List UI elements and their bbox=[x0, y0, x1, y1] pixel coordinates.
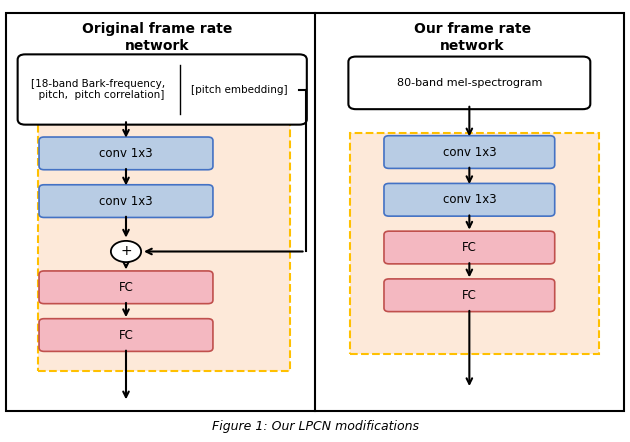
Text: FC: FC bbox=[118, 328, 134, 342]
Text: conv 1x3: conv 1x3 bbox=[99, 194, 153, 208]
FancyBboxPatch shape bbox=[39, 271, 213, 304]
Text: conv 1x3: conv 1x3 bbox=[99, 147, 153, 160]
Text: conv 1x3: conv 1x3 bbox=[442, 145, 496, 159]
FancyBboxPatch shape bbox=[348, 57, 590, 109]
FancyBboxPatch shape bbox=[384, 183, 554, 216]
Bar bbox=[350, 133, 598, 354]
Text: [18-band Bark-frequency,
  pitch,  pitch correlation]: [18-band Bark-frequency, pitch, pitch co… bbox=[31, 79, 165, 100]
Text: FC: FC bbox=[118, 281, 134, 294]
Bar bbox=[38, 119, 290, 371]
Text: 80-band mel-spectrogram: 80-band mel-spectrogram bbox=[397, 78, 542, 88]
FancyBboxPatch shape bbox=[39, 185, 213, 217]
Text: Original frame rate
network: Original frame rate network bbox=[83, 23, 232, 53]
Text: FC: FC bbox=[462, 241, 477, 254]
FancyBboxPatch shape bbox=[39, 319, 213, 351]
Text: [pitch embedding]: [pitch embedding] bbox=[191, 84, 287, 95]
Circle shape bbox=[111, 241, 141, 262]
Text: FC: FC bbox=[462, 289, 477, 302]
Text: conv 1x3: conv 1x3 bbox=[442, 193, 496, 206]
FancyBboxPatch shape bbox=[384, 136, 554, 168]
FancyBboxPatch shape bbox=[384, 231, 554, 264]
Text: +: + bbox=[120, 244, 132, 259]
Text: Figure 1: Our LPCN modifications: Figure 1: Our LPCN modifications bbox=[212, 420, 418, 433]
FancyBboxPatch shape bbox=[384, 279, 554, 312]
FancyBboxPatch shape bbox=[18, 54, 307, 125]
FancyBboxPatch shape bbox=[39, 137, 213, 170]
Text: Our frame rate
network: Our frame rate network bbox=[414, 23, 531, 53]
